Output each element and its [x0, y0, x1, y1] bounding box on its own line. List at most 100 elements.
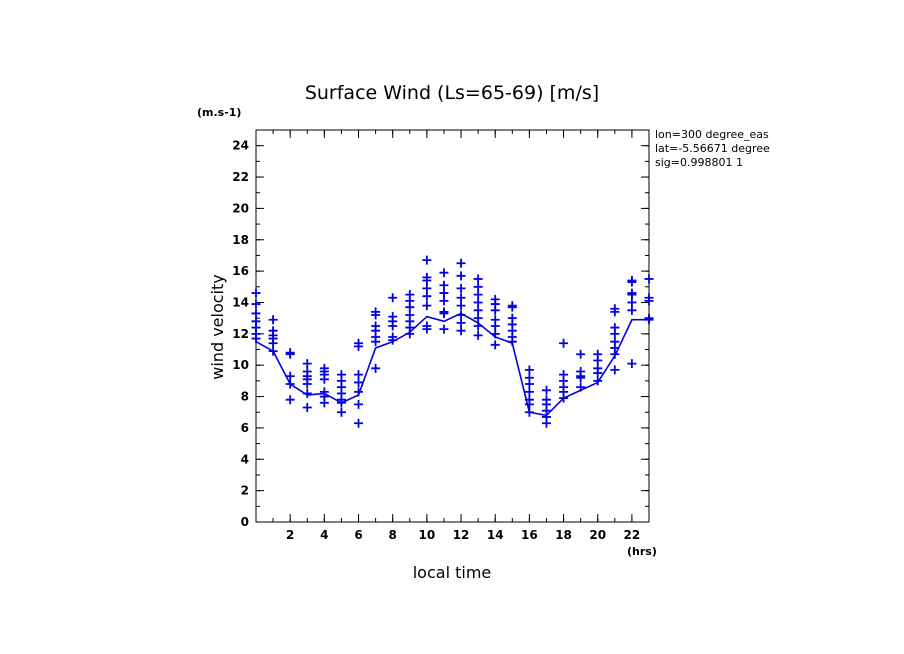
info-lat: lat=-5.56671 degree	[655, 142, 770, 155]
sample-point	[439, 324, 449, 334]
sample-point	[302, 403, 312, 413]
sample-point	[268, 338, 278, 348]
x-tick-label: 10	[419, 528, 436, 542]
sample-point	[541, 385, 551, 395]
sample-point	[439, 296, 449, 306]
x-tick-label: 6	[354, 528, 362, 542]
sample-point	[302, 359, 312, 369]
sample-point	[456, 318, 466, 328]
sample-point	[268, 346, 278, 356]
sample-point	[610, 365, 620, 375]
sample-point	[456, 283, 466, 293]
sample-point	[559, 393, 569, 403]
sample-point	[593, 376, 603, 386]
sample-point	[576, 349, 586, 359]
sample-point	[285, 395, 295, 405]
sample-point	[251, 299, 261, 309]
x-tick-label: 8	[389, 528, 397, 542]
x-tick-label: 14	[487, 528, 504, 542]
sample-point	[490, 329, 500, 339]
chart-title: Surface Wind (Ls=65-69) [m/s]	[305, 82, 599, 104]
sample-point	[251, 308, 261, 318]
sample-point	[422, 324, 432, 334]
sample-point	[405, 302, 415, 312]
sample-point	[388, 293, 398, 303]
sample-point	[524, 379, 534, 389]
sample-points	[251, 255, 654, 428]
sample-point	[473, 290, 483, 300]
x-tick-label: 20	[589, 528, 606, 542]
sample-point	[439, 268, 449, 278]
x-tick-label: 4	[320, 528, 328, 542]
sample-point	[371, 310, 381, 320]
y-tick-label: 14	[232, 295, 249, 309]
sample-point	[354, 399, 364, 409]
sample-point	[319, 374, 329, 384]
y-tick-label: 24	[232, 139, 249, 153]
sample-point	[473, 313, 483, 323]
x-tick-label: 22	[624, 528, 641, 542]
sample-point	[576, 373, 586, 383]
sample-point	[456, 293, 466, 303]
sample-point	[456, 271, 466, 281]
sample-point	[490, 305, 500, 315]
sample-point	[302, 388, 312, 398]
sample-point	[627, 305, 637, 315]
sample-point	[388, 321, 398, 331]
sample-point	[473, 297, 483, 307]
sample-point	[473, 330, 483, 340]
sample-point	[285, 371, 295, 381]
sample-point	[593, 368, 603, 378]
y-tick-label: 16	[232, 264, 249, 278]
x-axis-label: local time	[413, 563, 492, 582]
sample-point	[422, 291, 432, 301]
y-tick-label: 10	[232, 358, 249, 372]
y-tick-label: 12	[232, 327, 249, 341]
y-tick-label: 20	[232, 201, 249, 215]
sample-point	[354, 370, 364, 380]
sample-point	[593, 355, 603, 365]
sample-point	[627, 277, 637, 287]
sample-point	[251, 334, 261, 344]
mean-line-layer	[255, 312, 649, 417]
y-unit-label: (m.s-1)	[197, 106, 241, 119]
sample-point	[627, 359, 637, 369]
sample-point	[559, 338, 569, 348]
sample-point	[541, 418, 551, 428]
x-tick-label: 16	[521, 528, 538, 542]
sample-point	[439, 308, 449, 318]
sample-point	[354, 387, 364, 397]
sample-point	[439, 280, 449, 290]
sample-point	[627, 290, 637, 300]
x-tick-label: 2	[286, 528, 294, 542]
y-tick-label: 4	[241, 452, 249, 466]
sample-point	[490, 321, 500, 331]
sample-point	[439, 288, 449, 298]
sample-point	[644, 315, 654, 325]
plot-frame	[255, 129, 650, 523]
sample-point	[422, 255, 432, 265]
sample-point	[473, 274, 483, 284]
y-tick-label: 6	[241, 421, 249, 435]
sample-point	[354, 418, 364, 428]
sample-point	[371, 337, 381, 347]
sample-point	[456, 258, 466, 268]
x-tick-label: 12	[453, 528, 470, 542]
sample-point	[302, 379, 312, 389]
sample-point	[371, 363, 381, 373]
sample-point	[422, 283, 432, 293]
sample-point	[405, 329, 415, 339]
sample-point	[336, 407, 346, 417]
sample-point	[576, 382, 586, 392]
y-axis-label: wind velocity	[208, 274, 227, 379]
sample-point	[524, 407, 534, 417]
sample-point	[610, 307, 620, 317]
x-unit-label: (hrs)	[627, 545, 657, 558]
sample-point	[507, 337, 517, 347]
sample-point	[473, 321, 483, 331]
y-tick-label: 22	[232, 170, 249, 184]
sample-point	[627, 297, 637, 307]
mean-line	[255, 312, 649, 417]
x-tick-label: 18	[555, 528, 572, 542]
